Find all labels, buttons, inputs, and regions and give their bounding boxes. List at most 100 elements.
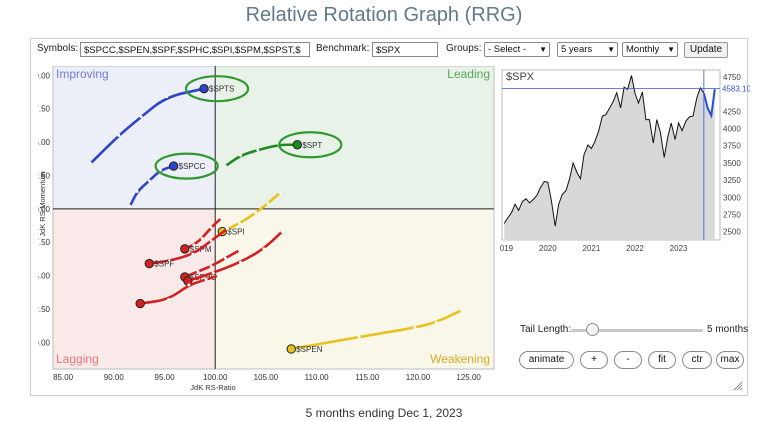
head-marker-spf[interactable] xyxy=(144,258,155,269)
tail-point-spi xyxy=(266,201,270,206)
symbols-label: Symbols: xyxy=(37,43,79,54)
tail-point-spx_r xyxy=(211,271,215,275)
period-caption: 5 months ending Dec 1, 2023 xyxy=(305,406,463,420)
head-marker-spt[interactable] xyxy=(292,140,303,150)
rrg-x-tick-label: 120.00 xyxy=(406,373,431,382)
page-title: Relative Rotation Graph (RRG) xyxy=(245,4,523,26)
head-marker-spm[interactable] xyxy=(180,244,190,254)
tail-point-spi xyxy=(237,221,242,226)
tail-line-spt[interactable] xyxy=(224,143,299,168)
spx-chart: $SPX 4750 4250 4000 3750 3500 3250 3000 2750 250… xyxy=(500,69,750,253)
highlight-circle-spcc xyxy=(154,152,219,180)
improving-quadrant xyxy=(53,66,216,209)
period-select[interactable]: 5 years ▼ xyxy=(557,42,618,57)
center-button[interactable]: ctr xyxy=(682,351,712,369)
rrg-x-tick-label: 85.00 xyxy=(53,373,74,382)
update-button[interactable]: Update xyxy=(684,42,728,58)
tail-point-spts xyxy=(139,115,143,119)
weakening-label: Weakening xyxy=(430,352,490,366)
benchmark-input[interactable]: $SPX xyxy=(372,42,438,57)
tail-point-spi xyxy=(254,211,258,215)
tail-length-slider[interactable] xyxy=(571,329,703,332)
rrg-y-axis-label: JdK RS-Momentum xyxy=(38,171,47,236)
spx-y-tick-label: 3250 xyxy=(723,176,741,185)
tail-line-spen[interactable] xyxy=(289,308,463,351)
tail-point-spm xyxy=(200,236,204,240)
rrg-x-tick-label: 125.00 xyxy=(456,373,481,382)
rrg-x-tick-label: 90.00 xyxy=(104,373,125,382)
chevron-down-icon: ▼ xyxy=(539,45,547,54)
symbol-label-spf: $SPF xyxy=(154,260,174,269)
tail-point-spf xyxy=(209,239,213,243)
head-marker-spcc[interactable] xyxy=(168,161,179,171)
tail-point-spcc xyxy=(158,168,163,172)
frequency-select-value: Monthly xyxy=(626,44,660,55)
head-marker-spen[interactable] xyxy=(286,344,296,354)
tail-point-spf xyxy=(168,259,172,263)
plot-frame xyxy=(52,66,495,370)
leading-quadrant xyxy=(215,66,494,209)
tail-point-spx_r xyxy=(280,229,284,234)
tail-point-spx_r xyxy=(262,247,266,251)
animate-button[interactable]: animate xyxy=(519,351,574,369)
symbol-label-spt: $SPT xyxy=(302,141,322,150)
tail-line-spf[interactable] xyxy=(148,227,229,265)
rrg-x-tick-label: 95.00 xyxy=(155,373,176,382)
tail-point-spen xyxy=(357,335,361,339)
spx-y-tick-label: 3500 xyxy=(723,159,741,168)
fit-button[interactable]: fit xyxy=(648,351,676,369)
spx-last-value-label: 4583.10 xyxy=(722,84,750,93)
resize-grip-icon[interactable] xyxy=(733,381,743,391)
rrg-y-tick-label: 90.00 xyxy=(38,338,51,347)
tail-point-sphc xyxy=(196,270,200,274)
lagging-label: Lagging xyxy=(56,352,99,366)
rrg-y-tick-label: 95.00 xyxy=(38,272,51,281)
tail-point-spst xyxy=(187,283,191,287)
tail-point-spf xyxy=(225,227,229,231)
rrg-y-tick-label: 92.50 xyxy=(38,305,51,314)
tail-line-spi[interactable] xyxy=(221,191,282,233)
tail-point-spst xyxy=(167,298,171,302)
leading-label: Leading xyxy=(447,67,490,81)
rrg-y-tick-label: 107.50 xyxy=(38,105,51,114)
tail-line-spx_r[interactable] xyxy=(186,230,284,283)
symbols-input[interactable]: $SPCC,$SPEN,$SPF,$SPHC,$SPI,$SPM,$SPST,$ xyxy=(80,42,310,57)
chevron-down-icon: ▼ xyxy=(667,45,675,54)
symbol-label-spen: $SPEN xyxy=(296,345,322,354)
frequency-select[interactable]: Monthly ▼ xyxy=(622,42,678,57)
spx-highlight-line xyxy=(702,89,716,119)
spx-y-tick-label: 2750 xyxy=(723,211,741,220)
maximize-button[interactable]: max xyxy=(716,351,744,369)
tail-line-spts[interactable] xyxy=(89,87,206,165)
rrg-x-tick-label: 100.00 xyxy=(203,373,228,382)
rrg-chart[interactable]: Improving Leading Lagging Weakening 110.… xyxy=(38,66,498,391)
zoom-in-button[interactable]: + xyxy=(580,351,608,369)
lagging-quadrant xyxy=(53,208,216,369)
rrg-x-axis-label: JdK RS-Ratio xyxy=(190,383,235,391)
head-marker-spst[interactable] xyxy=(135,298,145,309)
tail-point-sphc xyxy=(209,264,213,268)
improving-label: Improving xyxy=(56,67,109,81)
tail-point-spf xyxy=(191,252,195,256)
tail-length-slider-handle[interactable] xyxy=(586,323,599,336)
symbol-label-spcc: $SPCC xyxy=(179,162,206,171)
groups-select-value: - Select - xyxy=(488,44,527,55)
tail-line-spst[interactable] xyxy=(138,274,220,305)
tail-point-spen xyxy=(460,308,464,312)
tail-point-spi xyxy=(278,191,282,195)
spx-x-tick-label: 2022 xyxy=(626,244,644,253)
spx-y-tick-label: 4750 xyxy=(723,73,741,82)
head-marker-spts[interactable] xyxy=(199,83,209,94)
groups-select[interactable]: - Select - ▼ xyxy=(484,42,550,57)
zoom-out-button[interactable]: - xyxy=(614,351,642,369)
symbol-label-sphc: $SPHC xyxy=(190,273,217,282)
rrg-x-tick-label: 115.00 xyxy=(355,373,379,382)
spx-x-tick-label: 2021 xyxy=(582,244,600,253)
rrg-y-tick-label: 102.50 xyxy=(38,171,51,180)
spx-symbol-label: $SPX xyxy=(506,71,535,83)
rrg-y-tick-label: 97.50 xyxy=(38,238,51,247)
tail-length-value: 5 months xyxy=(707,324,749,335)
tail-point-spcc xyxy=(147,179,151,183)
tail-point-spt xyxy=(223,164,227,168)
tail-point-spx_r xyxy=(239,260,243,264)
